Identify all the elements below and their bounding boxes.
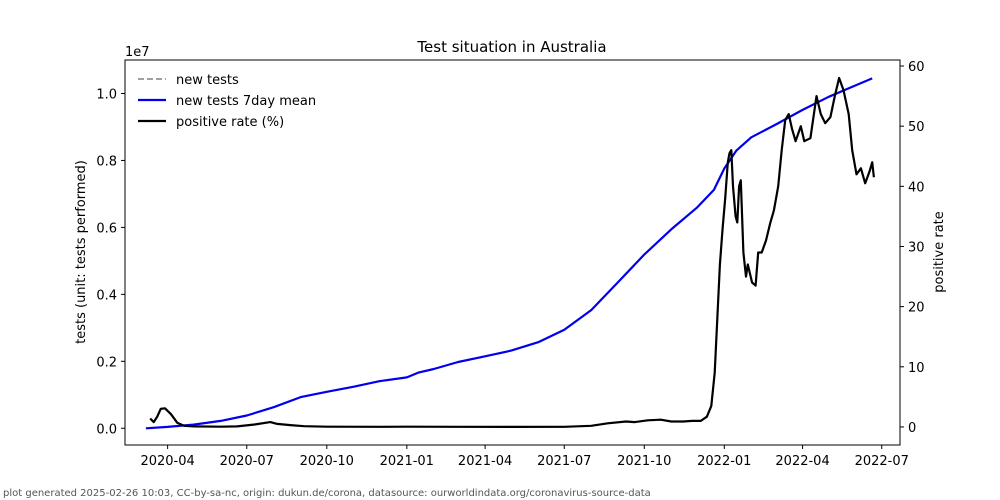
y-left-tick-label: 0.6 [96, 221, 117, 236]
y-left-axis-label: tests (unit: tests performed) [74, 160, 89, 344]
y-left-tick-label: 0.0 [96, 422, 117, 437]
y-right-tick-label: 20 [908, 301, 925, 316]
y-right-axis-label: positive rate [932, 211, 947, 293]
series-line-1 [145, 77, 873, 430]
x-tick-label: 2020-04 [140, 454, 194, 469]
x-tick-label: 2022-01 [697, 454, 751, 469]
x-tick-label: 2022-07 [855, 454, 909, 469]
x-tick-label: 2021-10 [617, 454, 671, 469]
y-right-tick-label: 60 [908, 60, 925, 75]
legend: new tests new tests 7day mean positive rat… [138, 73, 316, 130]
y-right-tick-label: 0 [908, 421, 916, 436]
y-left-offset-text: 1e7 [125, 45, 150, 60]
legend-label: new tests 7day mean [176, 94, 316, 109]
x-tick-label: 2021-07 [537, 454, 591, 469]
chart-title: Test situation in Australia [416, 38, 606, 56]
y-right-tick-label: 40 [908, 180, 925, 195]
x-tick-label: 2021-01 [380, 454, 434, 469]
footer-note: plot generated 2025-02-26 10:03, CC-by-s… [3, 488, 651, 499]
y-right-tick-label: 10 [908, 361, 925, 376]
x-tick-label: 2020-10 [300, 454, 354, 469]
plot-frame [124, 59, 901, 446]
x-tick-label: 2020-07 [220, 454, 274, 469]
y-left-tick-label: 0.4 [96, 288, 117, 303]
legend-label: positive rate (%) [176, 115, 284, 130]
y-right-tick-label: 50 [908, 120, 925, 135]
y-left-tick-label: 0.8 [96, 154, 117, 169]
legend-label: new tests [176, 73, 239, 88]
y-left-tick-label: 1.0 [96, 87, 117, 102]
y-left-tick-label: 0.2 [96, 355, 117, 370]
y-right-tick-label: 30 [908, 240, 925, 255]
series-line-2 [149, 76, 875, 428]
x-tick-label: 2021-04 [458, 454, 512, 469]
x-tick-label: 2022-04 [775, 454, 829, 469]
plot-area: 2020-04 2020-07 2020-10 2021-01 2021-04 2021-… [96, 60, 924, 469]
